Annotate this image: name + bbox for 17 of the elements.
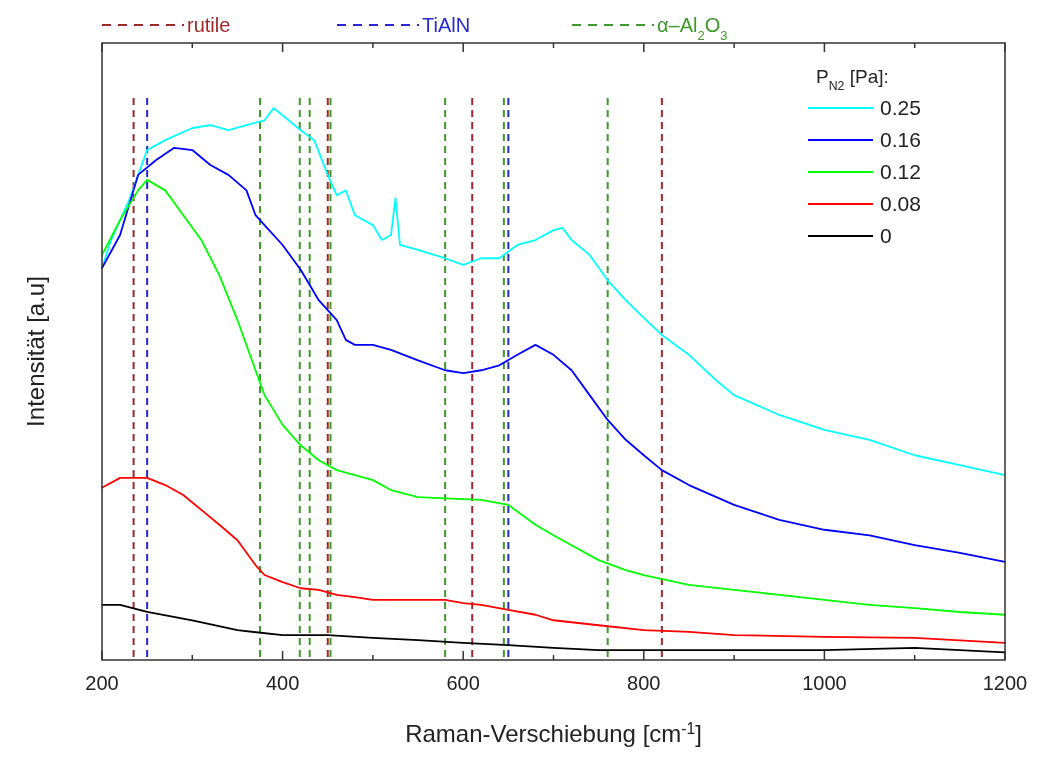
x-axis-title: Raman-Verschiebung [cm$^{-1}$]	[405, 719, 702, 747]
legend-label: 0.16	[880, 128, 921, 151]
legend-label: 0	[880, 224, 892, 247]
x-tick-label: 600	[446, 672, 480, 694]
legend-title: P$_{N2}$ [Pa]:	[816, 66, 889, 93]
legend-label: rutile	[187, 14, 231, 36]
legend-label: 0.12	[880, 160, 921, 183]
x-tick-label: 400	[265, 672, 300, 694]
x-tick-label: 1200	[982, 672, 1028, 694]
x-tick-label: 200	[85, 672, 119, 694]
legend-label: α–Al$_{2}$O$_{3}$	[657, 14, 728, 43]
y-axis-title: Intensität [a.u]	[22, 276, 49, 427]
x-tick-label: 800	[627, 672, 661, 694]
legend-label: 0.25	[880, 96, 921, 119]
legend-label: TiAlN	[422, 14, 471, 36]
x-tick-label: 1000	[802, 672, 847, 694]
legend-label: 0.08	[880, 192, 921, 215]
